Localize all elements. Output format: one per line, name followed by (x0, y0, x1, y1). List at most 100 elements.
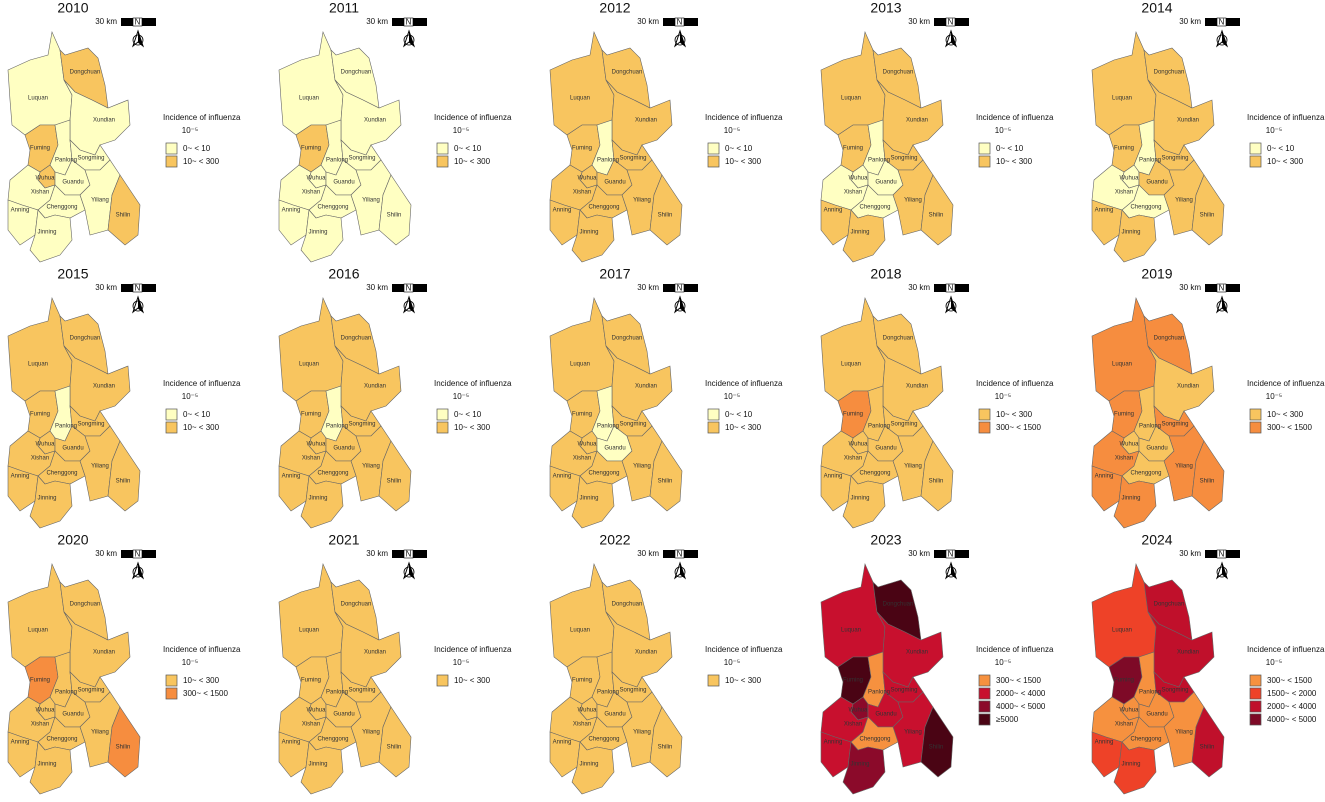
legend-unit: 10⁻⁵ (995, 126, 1011, 135)
north-label: N (948, 550, 954, 559)
district-label: Songming (348, 156, 375, 162)
district-label: Chenggong (317, 737, 348, 743)
legend-label: 0~ < 10 (183, 144, 211, 153)
district-label: Xishan (844, 722, 862, 728)
legend-swatch (1249, 674, 1262, 687)
district-label: Xishan (573, 190, 591, 196)
district-label: Dongchuan (341, 602, 372, 608)
district-label: Wuhua (1120, 176, 1140, 182)
district-label: Guandu (62, 712, 83, 718)
legend-unit: 10⁻⁵ (1266, 126, 1282, 135)
scale-bar-mid (945, 549, 956, 559)
district-label: Xishan (302, 456, 320, 462)
district-label: Fuming (301, 412, 321, 418)
north-arrow-half (138, 31, 143, 46)
district-label: Shilin (929, 213, 944, 219)
north-ring (945, 566, 957, 578)
district-label: Guandu (875, 446, 896, 452)
panel-year: 2015 (57, 266, 88, 282)
legend-label: 10~ < 300 (1267, 410, 1304, 419)
north-label: N (677, 550, 683, 559)
north-label: N (677, 18, 683, 27)
district-label: Jinning (1121, 496, 1140, 502)
district-label: Jinning (1121, 762, 1140, 768)
district-label: Luquan (570, 628, 590, 634)
scale-label: 30 km (1179, 17, 1201, 26)
district-label: Panlong (1139, 424, 1161, 430)
district-label: Shilin (1200, 479, 1215, 485)
district-label: Fuming (30, 678, 50, 684)
district-label: Xundian (1177, 118, 1199, 124)
district-label: Songming (619, 688, 646, 694)
legend-swatch (1249, 700, 1262, 713)
legend-title: Incidence of influenza (705, 645, 783, 654)
map-panel: 2013 30 km N Luquan Dongchuan Xundian Fuming Pa… (820, 0, 1054, 263)
district (549, 562, 615, 668)
legend-title: Incidence of influenza (163, 645, 241, 654)
district-label: Songming (77, 688, 104, 694)
district-label: Chenggong (1130, 737, 1161, 743)
scale-label: 30 km (366, 549, 388, 558)
district (549, 30, 615, 136)
district-label: Fuming (843, 412, 863, 418)
district (1191, 440, 1225, 512)
panel-year: 2014 (1141, 0, 1172, 16)
district (300, 475, 344, 529)
north-label: N (135, 18, 141, 27)
district (378, 440, 412, 512)
district (300, 209, 344, 263)
district-label: Xundian (906, 118, 928, 124)
scale-bar-mid (1216, 283, 1227, 293)
district-label: Dongchuan (612, 336, 643, 342)
district-label: Shilin (387, 213, 402, 219)
legend-swatch (165, 674, 178, 687)
panel-year: 2012 (599, 0, 630, 16)
district-label: Shilin (387, 745, 402, 751)
legend-swatch (978, 674, 991, 687)
scale-bar-mid (674, 17, 685, 27)
scale-bar-mid (1216, 549, 1227, 559)
district-label: Jinning (850, 496, 869, 502)
north-arrow-half (680, 563, 685, 578)
district (549, 296, 615, 402)
district-label: Luquan (28, 96, 48, 102)
legend-swatch (1249, 142, 1262, 155)
district-label: Jinning (37, 762, 56, 768)
panel-year: 2022 (599, 532, 630, 548)
north-label: N (406, 18, 412, 27)
north-ring (674, 300, 686, 312)
district-label: Luquan (299, 628, 319, 634)
legend-unit: 10⁻⁵ (182, 126, 198, 135)
district-label: Songming (619, 422, 646, 428)
district-label: Yiliang (362, 730, 380, 736)
district-label: Anning (11, 740, 30, 746)
scale-label: 30 km (95, 283, 117, 292)
district-label: Panlong (326, 158, 348, 164)
district (1113, 741, 1157, 795)
legend-label: 2000~ < 4000 (1267, 702, 1317, 711)
district-label: Fuming (572, 412, 592, 418)
legend-label: 0~ < 10 (1267, 144, 1295, 153)
legend-swatch (436, 155, 449, 168)
district-label: Songming (890, 422, 917, 428)
north-arrow-half (951, 297, 956, 312)
north-arrow-half (680, 31, 685, 46)
scale-bar-mid (403, 283, 414, 293)
district-label: Fuming (1114, 678, 1134, 684)
legend-title: Incidence of influenza (434, 379, 512, 388)
legend-title: Incidence of influenza (976, 379, 1054, 388)
district-label: Jinning (308, 762, 327, 768)
north-label: N (948, 284, 954, 293)
district-label: Panlong (597, 424, 619, 430)
legend-title: Incidence of influenza (1247, 645, 1325, 654)
district (300, 741, 344, 795)
district-label: Wuhua (307, 176, 327, 182)
legend-unit: 10⁻⁵ (182, 392, 198, 401)
district-label: Panlong (55, 424, 77, 430)
district-label: Songming (1161, 422, 1188, 428)
legend-title: Incidence of influenza (163, 113, 241, 122)
legend-unit: 10⁻⁵ (453, 126, 469, 135)
legend-label: 300~ < 1500 (1267, 676, 1312, 685)
district-label: Chenggong (588, 471, 619, 477)
district-label: Panlong (1139, 158, 1161, 164)
